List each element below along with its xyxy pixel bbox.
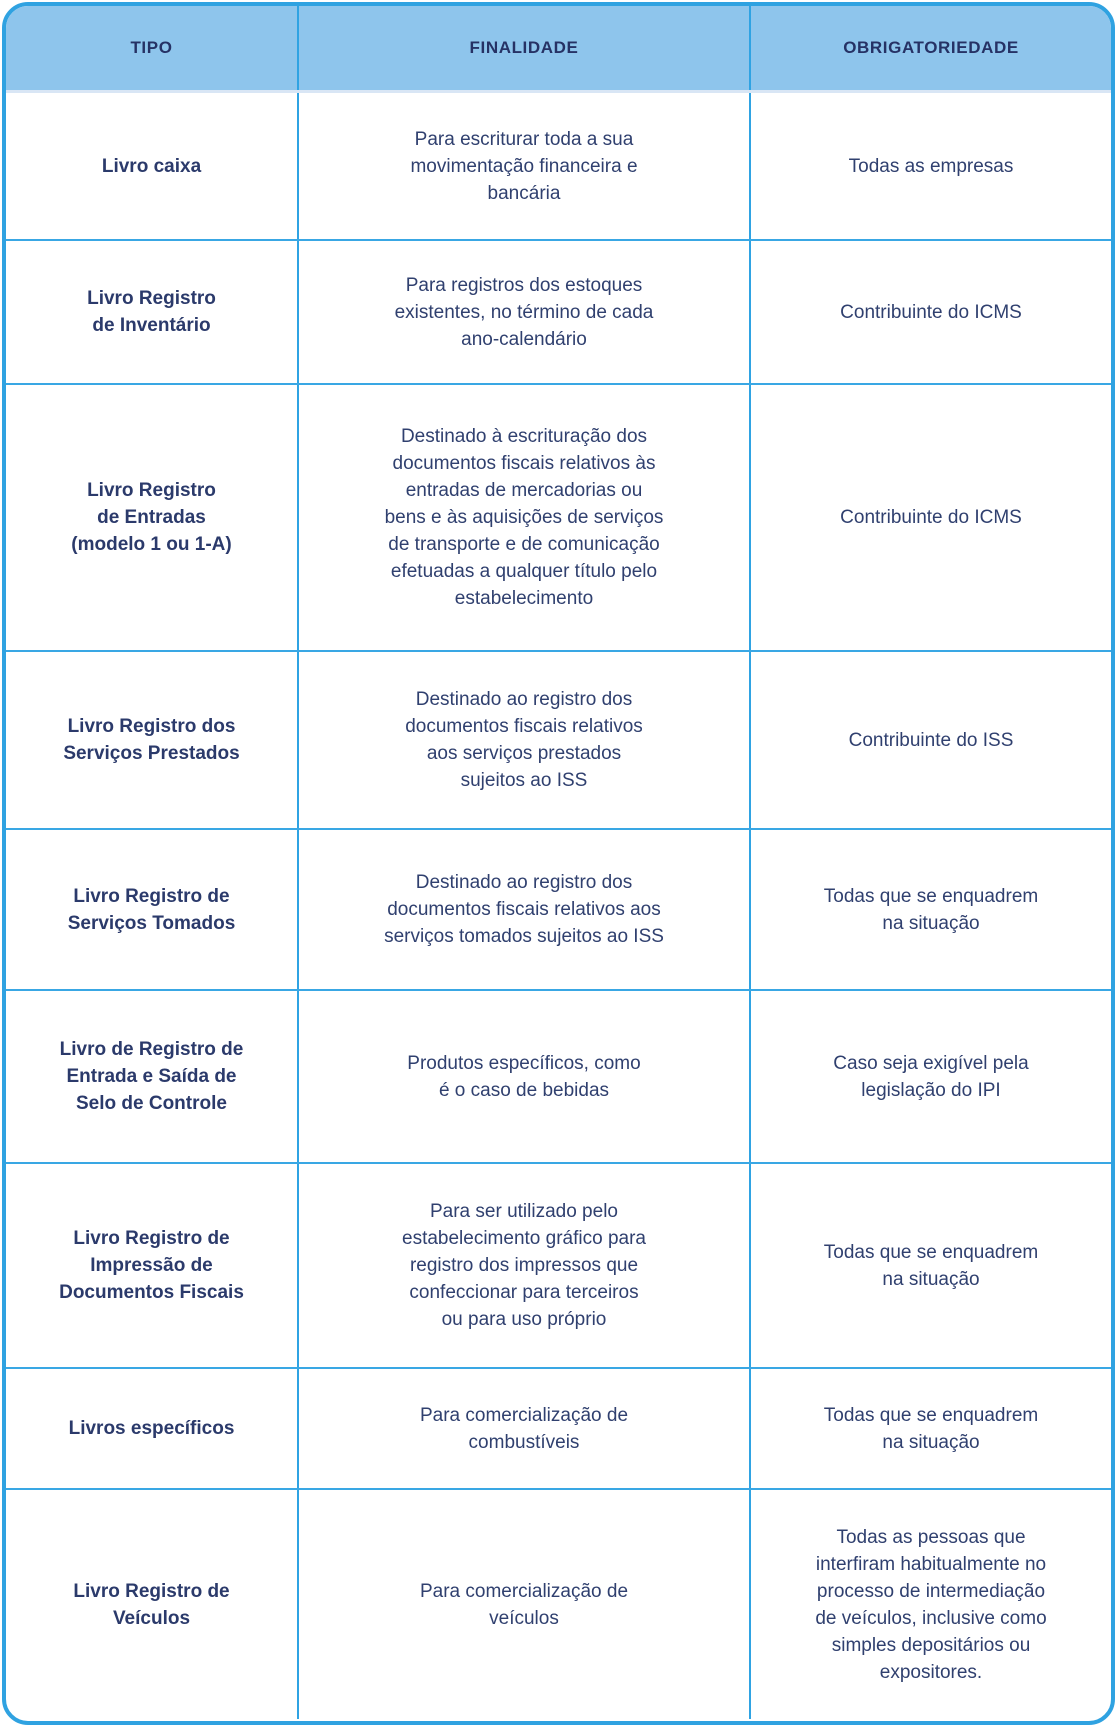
cell-tipo: Livro Registro de Serviços Tomados (67, 885, 236, 934)
table-row: Livro caixa Para escriturar toda a sua m… (6, 93, 1111, 239)
cell-tipo: Livro de Registro de Entrada e Saída de … (59, 1039, 244, 1114)
table-row: Livro de Registro de Entrada e Saída de … (6, 989, 1111, 1162)
cell-obrigatoriedade: Todas que se enquadrem na situação (749, 1164, 1111, 1367)
table-header-row: TIPO FINALIDADE OBRIGATORIEDADE (6, 6, 1111, 93)
cell-finalidade: Para ser utilizado pelo estabelecimento … (297, 1164, 749, 1367)
cell-finalidade: Produtos específicos, como é o caso de b… (297, 991, 749, 1162)
cell-tipo: Livro caixa (101, 155, 202, 177)
cell-obrigatoriedade: Todas as empresas (749, 93, 1111, 239)
cell-finalidade: Para registros dos estoques existentes, … (297, 241, 749, 383)
cell-finalidade: Para comercialização de veículos (297, 1490, 749, 1719)
cell-tipo: Livro Registro de Impressão de Documento… (59, 1228, 244, 1303)
cell-finalidade: Destinado ao registro dos documentos fis… (297, 830, 749, 989)
table-row: Livros específicos Para comercialização … (6, 1367, 1111, 1488)
cell-obrigatoriedade: Contribuinte do ISS (749, 652, 1111, 828)
cell-finalidade: Para escriturar toda a sua movimentação … (297, 93, 749, 239)
cell-tipo: Livro Registro dos Serviços Prestados (63, 716, 240, 764)
cell-finalidade: Para comercialização de combustíveis (297, 1369, 749, 1488)
cell-obrigatoriedade: Todas que se enquadrem na situação (749, 830, 1111, 989)
cell-finalidade: Destinado à escrituração dos documentos … (297, 385, 749, 650)
table-row: Livro Registro de Inventário Para regist… (6, 239, 1111, 383)
cell-tipo: Livro Registro de Entradas (modelo 1 ou … (71, 480, 232, 555)
cell-obrigatoriedade: Todas as pessoas que interfiram habitual… (749, 1490, 1111, 1719)
header-cell-finalidade: FINALIDADE (297, 6, 749, 90)
header-cell-tipo: TIPO (130, 38, 173, 57)
cell-tipo: Livros específicos (68, 1418, 235, 1439)
table-row: Livro Registro de Veículos Para comercia… (6, 1488, 1111, 1719)
cell-obrigatoriedade: Caso seja exigível pela legislação do IP… (749, 991, 1111, 1162)
cell-obrigatoriedade: Todas que se enquadrem na situação (749, 1369, 1111, 1488)
cell-obrigatoriedade: Contribuinte do ICMS (749, 385, 1111, 650)
table-row: Livro Registro de Impressão de Documento… (6, 1162, 1111, 1367)
cell-obrigatoriedade: Contribuinte do ICMS (749, 241, 1111, 383)
header-cell-obrigatoriedade: OBRIGATORIEDADE (749, 6, 1111, 90)
cell-tipo: Livro Registro de Veículos (73, 1580, 230, 1629)
cell-finalidade: Destinado ao registro dos documentos fis… (297, 652, 749, 828)
table-row: Livro Registro de Entradas (modelo 1 ou … (6, 383, 1111, 650)
cell-tipo: Livro Registro de Inventário (87, 288, 216, 336)
table-row: Livro Registro de Serviços Tomados Desti… (6, 828, 1111, 989)
table-row: Livro Registro dos Serviços Prestados De… (6, 650, 1111, 828)
